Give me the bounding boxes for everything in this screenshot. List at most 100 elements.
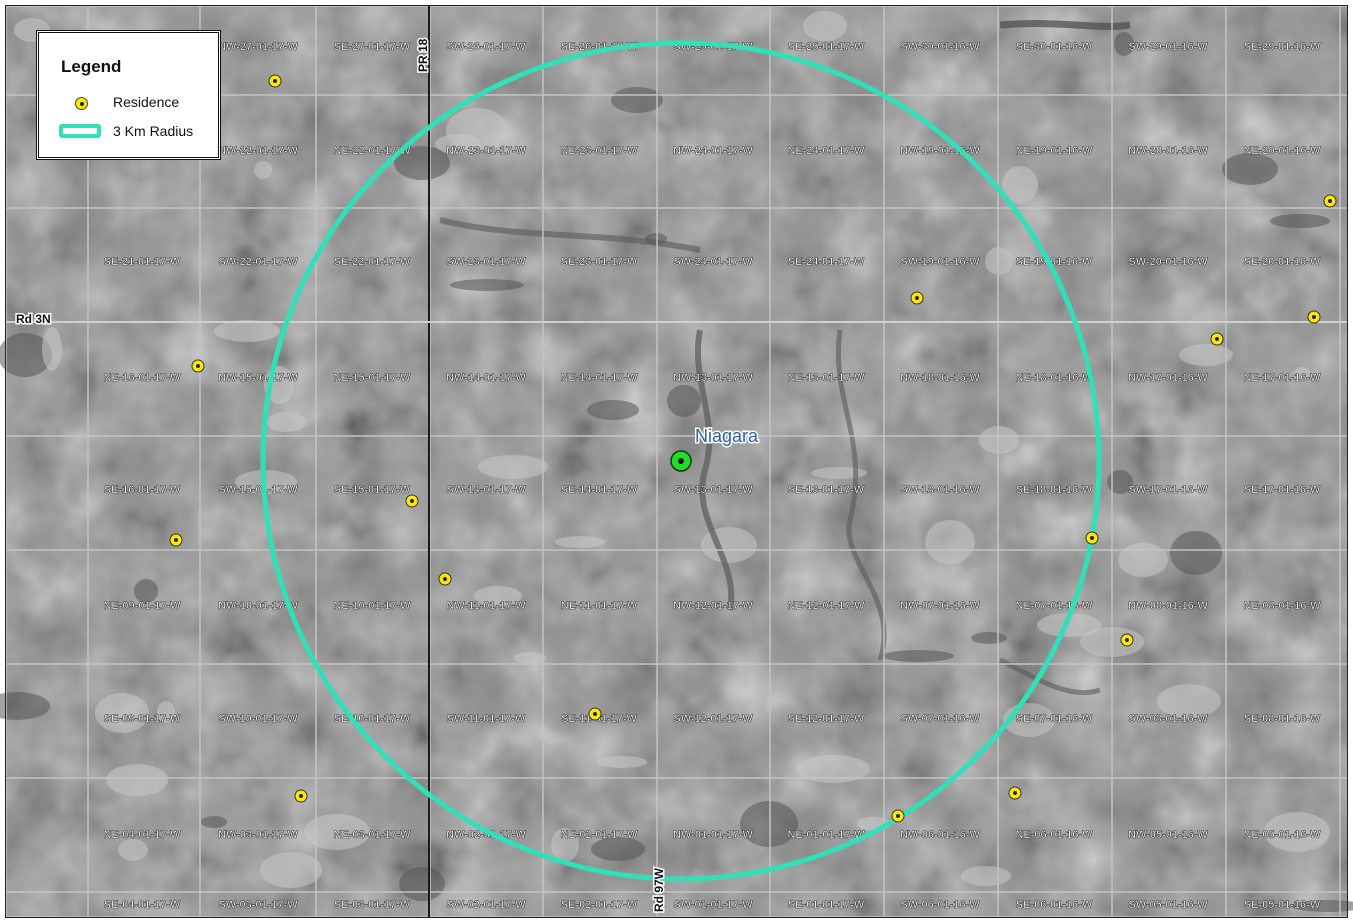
field-patch (1264, 812, 1330, 852)
field-patch (394, 146, 450, 180)
residence-icon[interactable] (169, 533, 183, 547)
parcel-label: SE-13-01-17-W (788, 484, 865, 496)
parcel-label: SW-12-01-17-W (673, 713, 753, 725)
parcel-label: SW-15-01-17-W (218, 484, 298, 496)
parcel-label: SW-03-01-17-W (218, 899, 298, 911)
field-patch (1222, 153, 1278, 185)
parcel-label: SE-03-01-17-W (334, 899, 411, 911)
field-patch (555, 536, 605, 548)
parcel-label: SW-14-01-17-W (446, 484, 526, 496)
parcel-label: SE-25-01-17-W (788, 41, 865, 53)
residence-icon (75, 97, 88, 110)
residence-icon[interactable] (405, 494, 419, 508)
residence-icon[interactable] (268, 74, 282, 88)
field-patch (796, 755, 870, 783)
field-patch (667, 385, 701, 417)
legend-title: Legend (61, 57, 122, 76)
parcel-label: SE-24-01-17-W (788, 256, 865, 268)
parcel-label: NE-16-01-17-W (103, 372, 181, 384)
residence-icon[interactable] (1085, 531, 1099, 545)
parcel-label: SE-10-01-17-W (334, 713, 411, 725)
parcel-label: SW-29-01-16-W (1128, 41, 1208, 53)
parcel-label: SW-30-01-16-W (900, 41, 980, 53)
field-patch (1037, 613, 1101, 637)
road-label-pr18: PR 18 (416, 38, 430, 72)
residence-icon[interactable] (1210, 332, 1224, 346)
residence-icon[interactable] (294, 789, 308, 803)
parcel-label: NE-02-01-17-W (560, 829, 638, 841)
residence-icon[interactable] (910, 291, 924, 305)
field-patch (478, 455, 548, 479)
parcel-label: NW-08-01-16-W (1128, 600, 1208, 612)
parcel-label: NE-24-01-17-W (787, 145, 865, 157)
parcel-label: SW-22-01-17-W (218, 256, 298, 268)
road-label-97w: Rd 97W (652, 867, 666, 912)
site-label: Niagara (695, 426, 759, 446)
field-patch (1157, 684, 1221, 718)
parcel-label: SW-18-01-16-W (900, 484, 980, 496)
parcel-label: SW-19-01-16-W (900, 256, 980, 268)
parcel-label: NW-23-01-17-W (446, 145, 526, 157)
parcel-label: NE-18-01-16-W (1015, 372, 1093, 384)
field-patch (42, 327, 62, 371)
parcel-label: SW-05-01-16-W (1128, 899, 1208, 911)
parcel-label: NE-10-01-17-W (333, 600, 411, 612)
parcel-label: NE-12-01-17-W (787, 600, 865, 612)
parcel-label: SW-07-01-16-W (900, 713, 980, 725)
parcel-label: NE-09-01-17-W (103, 600, 181, 612)
parcel-label: NW-07-01-16-W (900, 600, 980, 612)
parcel-label: SW-26-01-17-W (446, 41, 526, 53)
field-patch (450, 279, 524, 291)
parcel-label: NW-14-01-17-W (446, 372, 526, 384)
field-patch (201, 816, 227, 828)
radius-swatch-icon (59, 124, 101, 138)
parcel-label: SW-11-01-17-W (447, 713, 526, 725)
residence-icon[interactable] (438, 572, 452, 586)
parcel-label: NW-03-01-17-W (218, 829, 298, 841)
parcel-label: SW-01-01-17-W (673, 899, 753, 911)
parcel-label: SE-12-01-17-W (788, 713, 865, 725)
residence-markers (169, 74, 1337, 823)
parcel-label: SE-02-01-17-W (561, 899, 638, 911)
field-patch (611, 87, 663, 113)
parcel-label: NE-06-01-16-W (1015, 829, 1093, 841)
field-patch (95, 693, 149, 733)
parcel-label: SE-22-01-17-W (334, 256, 411, 268)
field-patch (304, 814, 370, 850)
field-patch (971, 632, 1007, 644)
parcel-label: NE-20-01-16-W (1243, 145, 1321, 157)
field-patch (1107, 470, 1133, 494)
parcel-label: NW-18-01-16-W (900, 372, 980, 384)
field-patch (446, 108, 508, 152)
parcel-label: NW-20-01-16-W (1128, 145, 1208, 157)
parcel-label: SE-20-01-16-W (1244, 256, 1321, 268)
field-patch (106, 764, 168, 796)
field-patch (1118, 543, 1168, 577)
parcel-label: SW-24-01-17-W (673, 256, 753, 268)
legend-item-label: 3 Km Radius (113, 123, 194, 139)
residence-icon[interactable] (1120, 633, 1134, 647)
field-patch (587, 400, 639, 420)
site-marker[interactable] (670, 450, 692, 472)
parcel-label: NW-06-01-16-W (900, 829, 980, 841)
field-patch (551, 828, 579, 862)
parcel-label: SW-17-01-16-W (1128, 484, 1208, 496)
residence-icon[interactable] (1323, 194, 1337, 208)
residence-icon[interactable] (1008, 786, 1022, 800)
parcel-label: NE-03-01-17-W (333, 829, 411, 841)
parcel-label: SE-17-01-16-W (1244, 484, 1321, 496)
parcel-label: NW-12-01-17-W (673, 600, 753, 612)
residence-icon[interactable] (588, 707, 602, 721)
field-patch (811, 467, 867, 479)
field-patch (157, 701, 175, 723)
parcel-label: NW-17-01-16-W (1128, 372, 1208, 384)
field-patch (0, 333, 52, 377)
residence-icon[interactable] (1307, 310, 1321, 324)
residence-icon[interactable] (191, 359, 205, 373)
residence-icon[interactable] (891, 809, 905, 823)
field-patch (514, 652, 546, 664)
field-patch (882, 650, 954, 662)
field-patch (985, 247, 1013, 275)
field-patch (740, 801, 798, 847)
